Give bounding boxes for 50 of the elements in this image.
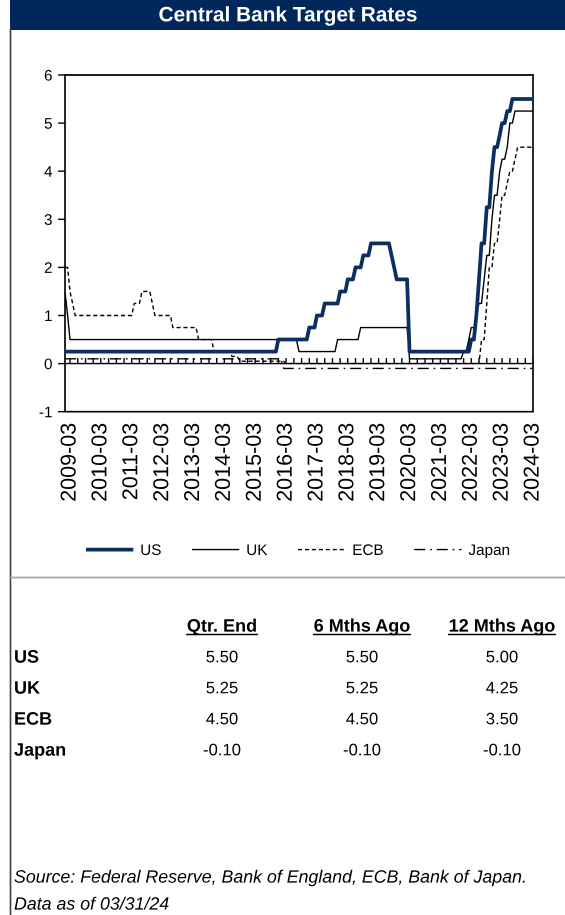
text: -0.10	[344, 744, 380, 756]
category-label: UK	[15, 681, 40, 694]
x-tick-label: 2013-03	[184, 424, 200, 501]
text: -0.10	[484, 744, 520, 756]
y-tick-label: 3	[44, 214, 52, 225]
x-tick-label: 2020-03	[400, 424, 416, 501]
x-tick-label: 2022-03	[462, 424, 478, 501]
y-tick-label: 4	[44, 166, 52, 177]
chart-title: Central Bank Target Rates	[159, 6, 417, 26]
x-tick-label: 2015-03	[246, 424, 261, 501]
x-tick-label: 2021-03	[430, 424, 446, 501]
category-label: 6 Mths Ago	[314, 618, 410, 636]
text: 3.50	[486, 712, 518, 724]
text: 5.50	[346, 650, 378, 662]
text: 4.50	[206, 712, 238, 724]
category-label: Qtr. End	[188, 618, 256, 636]
text: 4.50	[346, 712, 378, 724]
x-tick-label: 2019-03	[369, 424, 384, 501]
x-tick-label: 2023-03	[492, 424, 508, 501]
text: 5.50	[206, 650, 238, 662]
text: -0.10	[204, 744, 240, 756]
y-tick-label: 0	[44, 358, 52, 370]
x-tick-label: 2010-03	[91, 424, 107, 501]
category-label: 12 Mths Ago	[450, 618, 555, 636]
x-tick-label: 2024-03	[524, 424, 539, 501]
text: 5.25	[346, 682, 378, 694]
text: Data as of 03/31/24	[14, 896, 169, 910]
x-tick-label: 2018-03	[338, 424, 354, 501]
category-label: Japan	[14, 743, 66, 760]
y-tick-label: 6	[44, 70, 52, 81]
y-tick-label: 1	[45, 310, 52, 322]
text: 5.25	[206, 682, 238, 694]
x-tick-label: 2016-03	[276, 424, 292, 501]
x-tick-label: 2011-03	[122, 424, 138, 500]
legend-label: ECB	[353, 544, 383, 556]
legend-label: Japan	[468, 544, 510, 558]
x-tick-label: 2017-03	[307, 424, 323, 501]
text: 4.25	[486, 682, 518, 694]
x-tick-label: 2014-03	[214, 424, 230, 501]
x-tick-label: 2009-03	[60, 424, 76, 501]
x-tick-label: 2012-03	[153, 424, 168, 501]
category-label: US	[15, 650, 38, 663]
text: 5.00	[486, 650, 518, 662]
legend-label: UK	[247, 544, 268, 556]
legend-label: US	[141, 544, 161, 556]
y-tick-label: -1	[40, 406, 52, 418]
y-tick-label: 5	[44, 118, 52, 129]
category-label: ECB	[15, 712, 52, 725]
y-tick-label: 2	[44, 262, 52, 273]
source-note: Source: Federal Reserve, Bank of England, ECB, Bank of Japan.	[14, 870, 525, 886]
